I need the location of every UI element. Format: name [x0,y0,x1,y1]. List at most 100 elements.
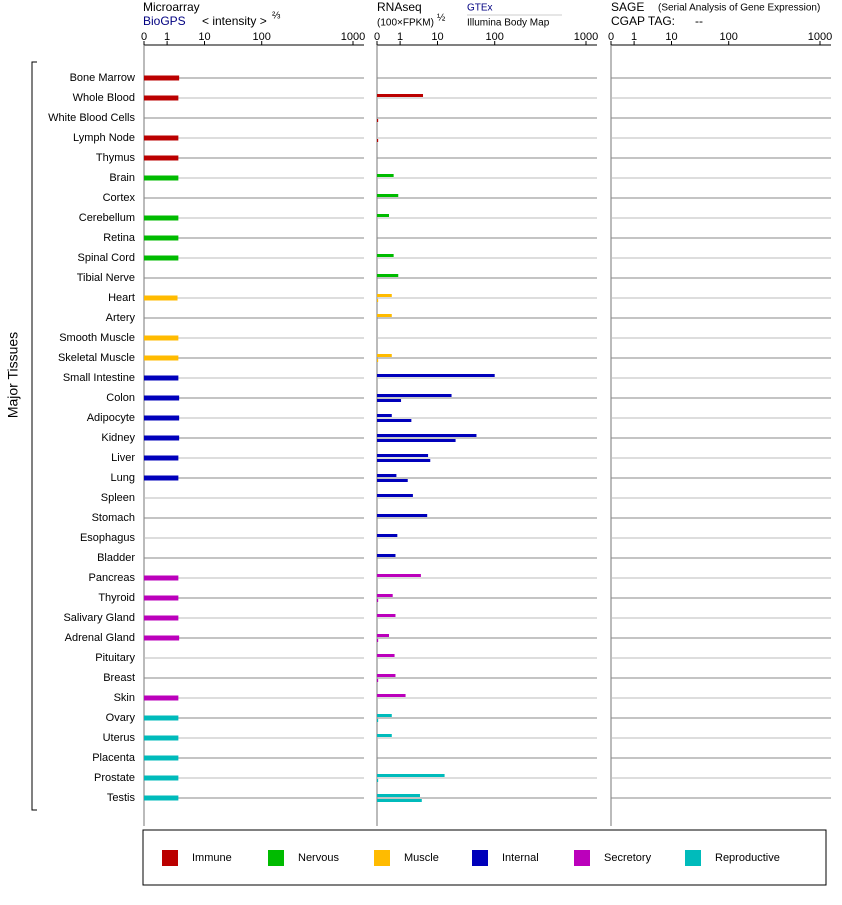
category-label: Pituitary [95,652,135,664]
category-label: Lung [111,472,135,484]
x-tick-label: 10 [198,31,210,43]
category-label: Thymus [96,152,136,164]
legend-label: Immune [192,852,232,864]
tag-label: CGAP TAG: [611,14,675,28]
bar [377,634,390,637]
bar [377,294,392,297]
category-label: Pancreas [89,572,136,584]
bar [144,235,179,241]
x-tick-label: 100 [720,31,738,43]
category-label: Stomach [92,512,135,524]
category-label: Whole Blood [73,92,135,104]
bar [377,794,420,797]
category-label: Smooth Muscle [59,332,135,344]
bar [144,135,179,141]
legend-label: Secretory [604,852,652,864]
category-label: Prostate [94,772,135,784]
x-tick-label: 100 [486,31,504,43]
bar [144,175,179,181]
axis-label: < intensity > [202,14,267,28]
bar [377,554,396,557]
x-tick-label: 1 [397,31,403,43]
bar [144,595,179,601]
bar [377,639,379,642]
legend-swatch [374,850,390,866]
bar [377,494,413,497]
bar [377,434,477,437]
category-label: Adipocyte [87,412,135,424]
bar [377,679,379,682]
bar [144,795,179,801]
legend-swatch [162,850,178,866]
category-label: Artery [106,312,136,324]
category-label: Adrenal Gland [65,632,135,644]
category-label: Skeletal Muscle [58,352,135,364]
legend-swatch [574,850,590,866]
category-label: Cerebellum [79,212,135,224]
legend-swatch [268,850,284,866]
x-tick-label: 1000 [808,31,832,43]
bar [377,314,392,317]
bar [377,694,406,697]
category-label: Skin [114,692,135,704]
bar [377,454,429,457]
bar [144,475,179,481]
bar [377,514,428,517]
bar [377,654,395,657]
category-label: Bladder [97,552,135,564]
bar [377,299,379,302]
bar [144,635,180,641]
bar [377,354,392,357]
x-tick-label: 10 [665,31,677,43]
axis-exponent: ⅔ [272,11,281,22]
category-label: Ovary [106,712,136,724]
bar [377,614,396,617]
bar [377,374,495,377]
bar [377,734,392,737]
legend-label: Muscle [404,852,439,864]
axis-label: (100×FPKM) [377,18,434,29]
bar [144,715,179,721]
category-label: Uterus [103,732,136,744]
bar [377,474,397,477]
bar [144,775,179,781]
bar [144,695,179,701]
bracket [31,61,37,811]
bar [144,355,179,361]
bar [377,274,399,277]
bar [377,719,379,722]
category-label: Spinal Cord [78,252,135,264]
x-tick-label: 10 [431,31,443,43]
bar [377,534,398,537]
bar [377,599,379,602]
bar [144,75,180,81]
bar [377,399,402,402]
category-label: Brain [109,172,135,184]
tag-value: -- [695,14,703,28]
bar [377,119,379,122]
bar [377,359,379,362]
bar [377,94,424,97]
bar [377,419,412,422]
bar [377,414,392,417]
bar [144,375,179,381]
x-tick-label: 1 [631,31,637,43]
bar [144,95,179,101]
legend-box [142,829,827,886]
bar [377,459,431,462]
y-axis-label: Major Tissues [5,332,21,418]
category-label: Kidney [101,432,135,444]
x-tick-label: 100 [253,31,271,43]
bar [144,395,180,401]
category-label: Colon [106,392,135,404]
category-label: Spleen [101,492,135,504]
bar [144,755,179,761]
bar [144,455,179,461]
x-tick-label: 0 [608,31,614,43]
category-label: Liver [111,452,135,464]
bar [377,574,421,577]
bar [377,714,392,717]
category-label: Lymph Node [73,132,135,144]
category-label: Thyroid [98,592,135,604]
bar [144,215,179,221]
